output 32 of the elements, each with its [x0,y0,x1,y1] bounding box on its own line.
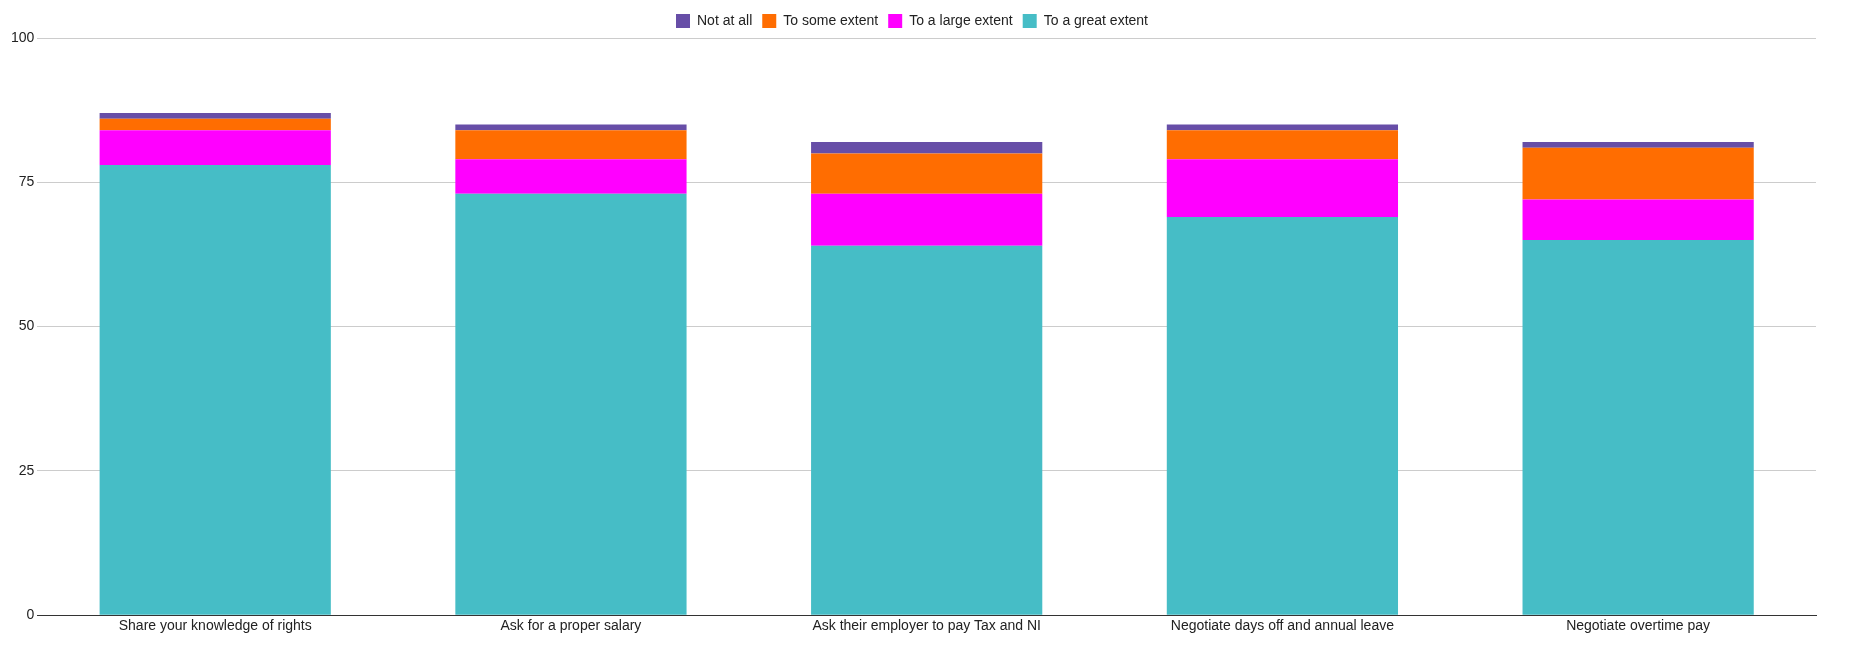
y-tick-label: 0 [26,606,35,623]
legend-label: To a great extent [1043,11,1149,28]
bar [455,130,687,160]
bar [1166,130,1399,160]
bar [811,245,1043,615]
bar [811,193,1043,246]
bar [1522,240,1754,615]
bar [1522,199,1754,241]
bar [455,193,687,615]
x-tick-label: Negotiate overtime pay [1566,617,1711,634]
bar [811,153,1043,194]
legend-label: To a large extent [909,11,1013,28]
bar [1166,159,1399,217]
bar [1166,216,1399,615]
bar [99,164,331,615]
x-tick-label: Ask their employer to pay Tax and NI [812,617,1041,634]
y-tick-label: 25 [18,461,35,478]
bar [1522,147,1754,200]
bar [99,113,331,119]
legend-label: Not at all [697,11,753,28]
legend-label: To some extent [783,11,879,28]
bar [455,159,687,194]
y-tick-label: 50 [18,317,35,334]
bar [1522,141,1754,148]
y-tick-label: 75 [18,173,35,190]
x-tick-label: Negotiate days off and annual leave [1170,617,1395,634]
bar [811,141,1043,154]
x-tick-label: Share your knowledge of rights [118,617,312,634]
y-tick-label: 100 [11,28,35,45]
bar [99,130,331,165]
bar [99,118,331,131]
x-tick-label: Ask for a proper salary [500,617,642,634]
